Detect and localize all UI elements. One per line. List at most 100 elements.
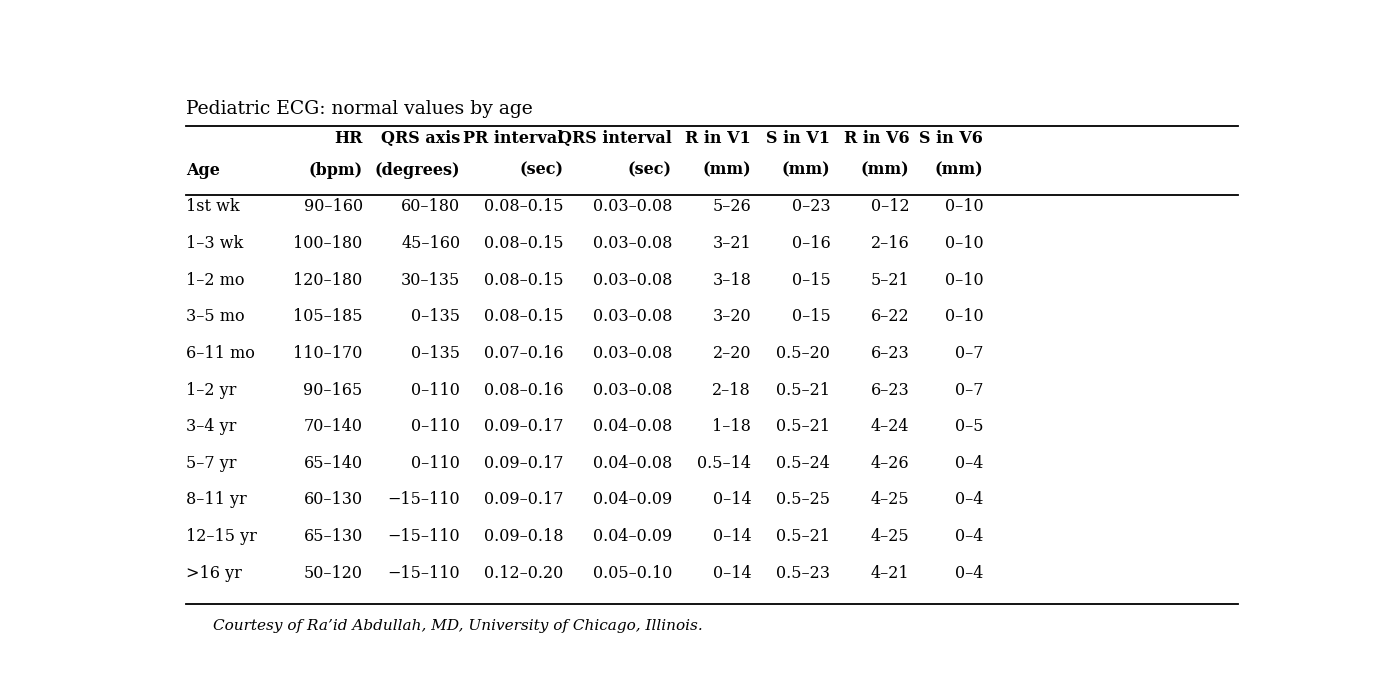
Text: 5–7 yr: 5–7 yr bbox=[186, 455, 237, 472]
Text: 0–10: 0–10 bbox=[945, 198, 983, 216]
Text: QRS interval: QRS interval bbox=[559, 130, 672, 148]
Text: 0–12: 0–12 bbox=[871, 198, 910, 216]
Text: 0–4: 0–4 bbox=[955, 491, 983, 508]
Text: 2–20: 2–20 bbox=[713, 345, 752, 362]
Text: 5–21: 5–21 bbox=[871, 272, 910, 288]
Text: 4–25: 4–25 bbox=[871, 491, 910, 508]
Text: 0–10: 0–10 bbox=[945, 272, 983, 288]
Text: (mm): (mm) bbox=[781, 162, 830, 178]
Text: 0.08–0.15: 0.08–0.15 bbox=[484, 272, 563, 288]
Text: 0.08–0.15: 0.08–0.15 bbox=[484, 198, 563, 216]
Text: 0.5–20: 0.5–20 bbox=[777, 345, 830, 362]
Text: (bpm): (bpm) bbox=[308, 162, 363, 178]
Text: 4–21: 4–21 bbox=[871, 565, 910, 582]
Text: 50–120: 50–120 bbox=[304, 565, 363, 582]
Text: 4–25: 4–25 bbox=[871, 528, 910, 545]
Text: 65–140: 65–140 bbox=[304, 455, 363, 472]
Text: 0–4: 0–4 bbox=[955, 565, 983, 582]
Text: 90–165: 90–165 bbox=[304, 382, 363, 398]
Text: 0.03–0.08: 0.03–0.08 bbox=[592, 235, 672, 252]
Text: 0.08–0.15: 0.08–0.15 bbox=[484, 308, 563, 326]
Text: 0–14: 0–14 bbox=[713, 565, 752, 582]
Text: 6–22: 6–22 bbox=[871, 308, 910, 326]
Text: 0.09–0.18: 0.09–0.18 bbox=[484, 528, 563, 545]
Text: QRS axis: QRS axis bbox=[381, 130, 461, 148]
Text: 0–135: 0–135 bbox=[412, 308, 461, 326]
Text: (degrees): (degrees) bbox=[375, 162, 461, 178]
Text: 45–160: 45–160 bbox=[402, 235, 461, 252]
Text: 0.09–0.17: 0.09–0.17 bbox=[484, 491, 563, 508]
Text: 0.04–0.09: 0.04–0.09 bbox=[592, 491, 672, 508]
Text: 90–160: 90–160 bbox=[304, 198, 363, 216]
Text: 0.04–0.08: 0.04–0.08 bbox=[592, 418, 672, 435]
Text: 0–110: 0–110 bbox=[412, 418, 461, 435]
Text: 4–24: 4–24 bbox=[871, 418, 910, 435]
Text: 0.5–21: 0.5–21 bbox=[777, 382, 830, 398]
Text: R in V6: R in V6 bbox=[844, 130, 910, 148]
Text: 30–135: 30–135 bbox=[402, 272, 461, 288]
Text: 0.04–0.09: 0.04–0.09 bbox=[592, 528, 672, 545]
Text: 0–23: 0–23 bbox=[792, 198, 830, 216]
Text: −15–110: −15–110 bbox=[388, 528, 461, 545]
Text: 0–15: 0–15 bbox=[791, 308, 830, 326]
Text: 2–18: 2–18 bbox=[713, 382, 752, 398]
Text: 120–180: 120–180 bbox=[294, 272, 363, 288]
Text: 1–18: 1–18 bbox=[713, 418, 752, 435]
Text: 6–23: 6–23 bbox=[871, 345, 910, 362]
Text: 65–130: 65–130 bbox=[304, 528, 363, 545]
Text: 3–5 mo: 3–5 mo bbox=[186, 308, 245, 326]
Text: 0–10: 0–10 bbox=[945, 308, 983, 326]
Text: (sec): (sec) bbox=[629, 162, 672, 178]
Text: 1–3 wk: 1–3 wk bbox=[186, 235, 244, 252]
Text: (mm): (mm) bbox=[935, 162, 983, 178]
Text: 0.5–25: 0.5–25 bbox=[777, 491, 830, 508]
Text: 3–21: 3–21 bbox=[713, 235, 752, 252]
Text: 70–140: 70–140 bbox=[304, 418, 363, 435]
Text: Courtesy of Ra’id Abdullah, MD, University of Chicago, Illinois.: Courtesy of Ra’id Abdullah, MD, Universi… bbox=[213, 619, 703, 633]
Text: 6–11 mo: 6–11 mo bbox=[186, 345, 255, 362]
Text: 0.5–23: 0.5–23 bbox=[777, 565, 830, 582]
Text: (mm): (mm) bbox=[703, 162, 752, 178]
Text: 3–20: 3–20 bbox=[713, 308, 752, 326]
Text: 1–2 mo: 1–2 mo bbox=[186, 272, 245, 288]
Text: 0.03–0.08: 0.03–0.08 bbox=[592, 308, 672, 326]
Text: HR: HR bbox=[335, 130, 363, 148]
Text: −15–110: −15–110 bbox=[388, 565, 461, 582]
Text: 0.03–0.08: 0.03–0.08 bbox=[592, 382, 672, 398]
Text: −15–110: −15–110 bbox=[388, 491, 461, 508]
Text: S in V6: S in V6 bbox=[920, 130, 983, 148]
Text: 2–16: 2–16 bbox=[871, 235, 910, 252]
Text: 0–110: 0–110 bbox=[412, 382, 461, 398]
Text: 0.09–0.17: 0.09–0.17 bbox=[484, 455, 563, 472]
Text: 0.05–0.10: 0.05–0.10 bbox=[592, 565, 672, 582]
Text: 0.09–0.17: 0.09–0.17 bbox=[484, 418, 563, 435]
Text: 0–5: 0–5 bbox=[955, 418, 983, 435]
Text: 60–180: 60–180 bbox=[402, 198, 461, 216]
Text: 0.12–0.20: 0.12–0.20 bbox=[484, 565, 563, 582]
Text: 4–26: 4–26 bbox=[871, 455, 910, 472]
Text: 3–18: 3–18 bbox=[713, 272, 752, 288]
Text: 0–4: 0–4 bbox=[955, 528, 983, 545]
Text: 0.03–0.08: 0.03–0.08 bbox=[592, 345, 672, 362]
Text: 1st wk: 1st wk bbox=[186, 198, 239, 216]
Text: R in V1: R in V1 bbox=[686, 130, 752, 148]
Text: 0–135: 0–135 bbox=[412, 345, 461, 362]
Text: 5–26: 5–26 bbox=[713, 198, 752, 216]
Text: 0–14: 0–14 bbox=[713, 491, 752, 508]
Text: 0–7: 0–7 bbox=[955, 345, 983, 362]
Text: 0–4: 0–4 bbox=[955, 455, 983, 472]
Text: 12–15 yr: 12–15 yr bbox=[186, 528, 256, 545]
Text: Pediatric ECG: normal values by age: Pediatric ECG: normal values by age bbox=[186, 100, 532, 118]
Text: 0–7: 0–7 bbox=[955, 382, 983, 398]
Text: 1–2 yr: 1–2 yr bbox=[186, 382, 237, 398]
Text: 0.5–14: 0.5–14 bbox=[697, 455, 752, 472]
Text: 0.5–21: 0.5–21 bbox=[777, 418, 830, 435]
Text: S in V1: S in V1 bbox=[766, 130, 830, 148]
Text: 60–130: 60–130 bbox=[304, 491, 363, 508]
Text: 0–14: 0–14 bbox=[713, 528, 752, 545]
Text: 0–10: 0–10 bbox=[945, 235, 983, 252]
Text: 0.03–0.08: 0.03–0.08 bbox=[592, 272, 672, 288]
Text: 6–23: 6–23 bbox=[871, 382, 910, 398]
Text: 0.07–0.16: 0.07–0.16 bbox=[484, 345, 563, 362]
Text: 0–15: 0–15 bbox=[791, 272, 830, 288]
